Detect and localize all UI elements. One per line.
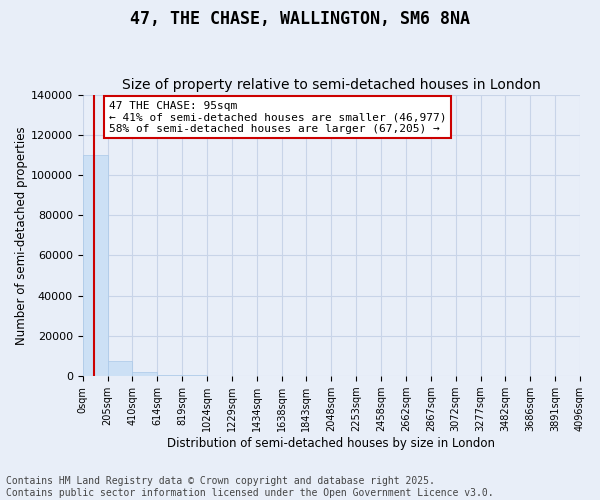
Text: 47, THE CHASE, WALLINGTON, SM6 8NA: 47, THE CHASE, WALLINGTON, SM6 8NA [130,10,470,28]
Bar [133,372,157,376]
Text: 47 THE CHASE: 95sqm
← 41% of semi-detached houses are smaller (46,977)
58% of se: 47 THE CHASE: 95sqm ← 41% of semi-detach… [109,100,446,134]
Bar [83,155,107,376]
X-axis label: Distribution of semi-detached houses by size in London: Distribution of semi-detached houses by … [167,437,496,450]
Y-axis label: Number of semi-detached properties: Number of semi-detached properties [15,126,28,344]
Bar [107,361,133,376]
Bar [157,374,182,376]
Text: Contains HM Land Registry data © Crown copyright and database right 2025.
Contai: Contains HM Land Registry data © Crown c… [6,476,494,498]
Title: Size of property relative to semi-detached houses in London: Size of property relative to semi-detach… [122,78,541,92]
